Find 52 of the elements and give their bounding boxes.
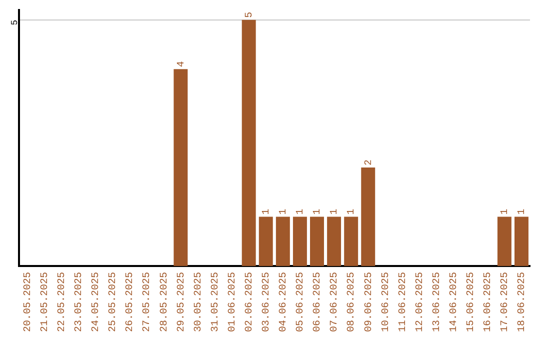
x-tick-label: 05.06.2025 xyxy=(296,272,307,332)
x-tick-label: 23.05.2025 xyxy=(74,272,86,332)
bar xyxy=(344,216,358,266)
bar xyxy=(497,216,512,266)
x-tick-label: 20.05.2025 xyxy=(22,272,34,332)
x-tick-label: 02.06.2025 xyxy=(244,272,256,332)
x-tick-label: 15.06.2025 xyxy=(466,272,477,332)
x-tick-label: 22.05.2025 xyxy=(57,272,68,332)
x-tick-label: 26.05.2025 xyxy=(125,272,136,332)
data-label: 1 xyxy=(330,208,341,215)
x-tick-label: 14.06.2025 xyxy=(448,272,460,332)
x-tick-label: 17.06.2025 xyxy=(500,272,512,332)
bar xyxy=(327,216,342,266)
x-tick-label: 30.05.2025 xyxy=(193,272,204,332)
x-tick-label: 12.06.2025 xyxy=(414,272,426,332)
bar xyxy=(292,216,307,266)
x-tick-label: 09.06.2025 xyxy=(364,272,375,332)
x-tick-label: 18.06.2025 xyxy=(517,272,528,332)
bar xyxy=(258,216,273,266)
x-tick-label: 07.06.2025 xyxy=(330,272,341,332)
x-tick-label: 28.05.2025 xyxy=(159,272,170,332)
x-tick-label: 06.06.2025 xyxy=(312,272,324,332)
x-tick-label: 10.06.2025 xyxy=(380,272,392,332)
x-tick-label: 01.06.2025 xyxy=(227,272,238,332)
data-label: 1 xyxy=(296,208,307,215)
data-label: 1 xyxy=(312,208,324,215)
bar xyxy=(310,216,324,266)
data-label: 1 xyxy=(346,208,358,215)
data-label: 1 xyxy=(517,208,528,215)
data-label: 1 xyxy=(278,208,290,215)
x-tick-label: 24.05.2025 xyxy=(91,272,102,332)
data-label: 1 xyxy=(500,208,512,215)
data-label: 2 xyxy=(364,160,375,166)
bar xyxy=(242,20,256,266)
x-tick-label: 27.05.2025 xyxy=(142,272,154,332)
x-tick-label: 16.06.2025 xyxy=(483,272,494,332)
x-tick-label: 08.06.2025 xyxy=(346,272,358,332)
bar xyxy=(361,168,376,266)
data-label: 1 xyxy=(262,208,273,215)
x-tick-label: 21.05.2025 xyxy=(40,272,51,332)
bar xyxy=(514,216,528,266)
x-tick-label: 31.05.2025 xyxy=(210,272,222,332)
bar xyxy=(174,69,188,266)
x-tick-label: 29.05.2025 xyxy=(176,272,188,332)
bar xyxy=(276,216,290,266)
data-label: 4 xyxy=(176,61,188,68)
x-tick-label: 25.05.2025 xyxy=(108,272,120,332)
x-tick-label: 03.06.2025 xyxy=(262,272,273,332)
x-tick-label: 13.06.2025 xyxy=(432,272,443,332)
x-tick-label: 11.06.2025 xyxy=(398,272,409,332)
data-label: 5 xyxy=(244,12,256,18)
x-tick-label: 04.06.2025 xyxy=(278,272,290,332)
